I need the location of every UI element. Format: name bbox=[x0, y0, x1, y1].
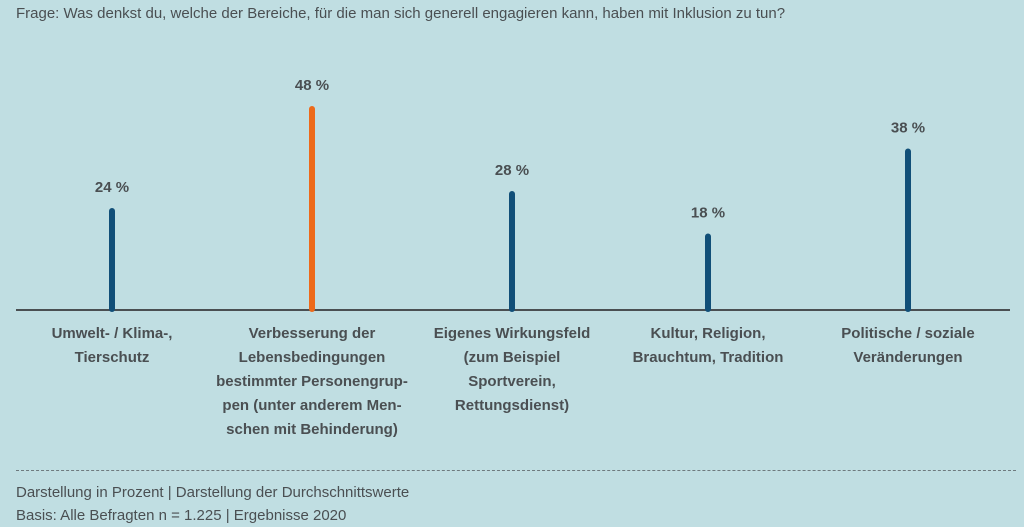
category-label-line: pen (unter anderem Men- bbox=[222, 397, 402, 414]
category-label-line: Verbesserung der bbox=[248, 325, 376, 342]
category-label-line: Politische / soziale bbox=[841, 325, 975, 342]
category-label-line: Rettungsdienst) bbox=[454, 397, 570, 414]
category-label-line: Lebensbedingungen bbox=[238, 349, 386, 366]
value-label-1: 24 % bbox=[95, 179, 129, 196]
value-label-3: 28 % bbox=[495, 162, 529, 179]
footer-note: Darstellung in Prozent | Darstellung der… bbox=[16, 484, 410, 501]
value-label-4: 18 % bbox=[691, 205, 725, 222]
category-label-line: Veränderungen bbox=[853, 349, 963, 366]
category-label-line: schen mit Behinderung) bbox=[226, 421, 398, 438]
chart-question: Frage: Was denkst du, welche der Bereich… bbox=[16, 5, 786, 22]
category-label-line: Sportverein, bbox=[468, 373, 556, 390]
footer-divider bbox=[16, 470, 1016, 471]
category-label-2: Verbesserung der Lebensbedingungen bestimm… bbox=[212, 322, 412, 442]
category-label-line: bestimmter Personengrup- bbox=[216, 373, 408, 390]
category-label-1: Umwelt- / Klima-, Tierschutz bbox=[12, 322, 212, 370]
category-label-4: Kultur, Religion, Brauchtum, Tradition bbox=[608, 322, 808, 370]
category-label-line: (zum Beispiel bbox=[463, 349, 561, 366]
category-label-line: Tierschutz bbox=[74, 349, 150, 366]
category-label-line: Eigenes Wirkungsfeld bbox=[433, 325, 591, 342]
value-label-2: 48 % bbox=[295, 77, 329, 94]
category-label-line: Umwelt- / Klima-, bbox=[51, 325, 173, 342]
category-label-line: Brauchtum, Tradition bbox=[632, 349, 784, 366]
category-label-5: Politische / soziale Veränderungen bbox=[808, 322, 1008, 370]
category-label-3: Eigenes Wirkungsfeld (zum Beispiel Sportve… bbox=[412, 322, 612, 418]
category-label-line: Kultur, Religion, bbox=[650, 325, 766, 342]
value-label-5: 38 % bbox=[891, 120, 925, 137]
footer-basis: Basis: Alle Befragten n = 1.225 | Ergebn… bbox=[16, 507, 347, 524]
